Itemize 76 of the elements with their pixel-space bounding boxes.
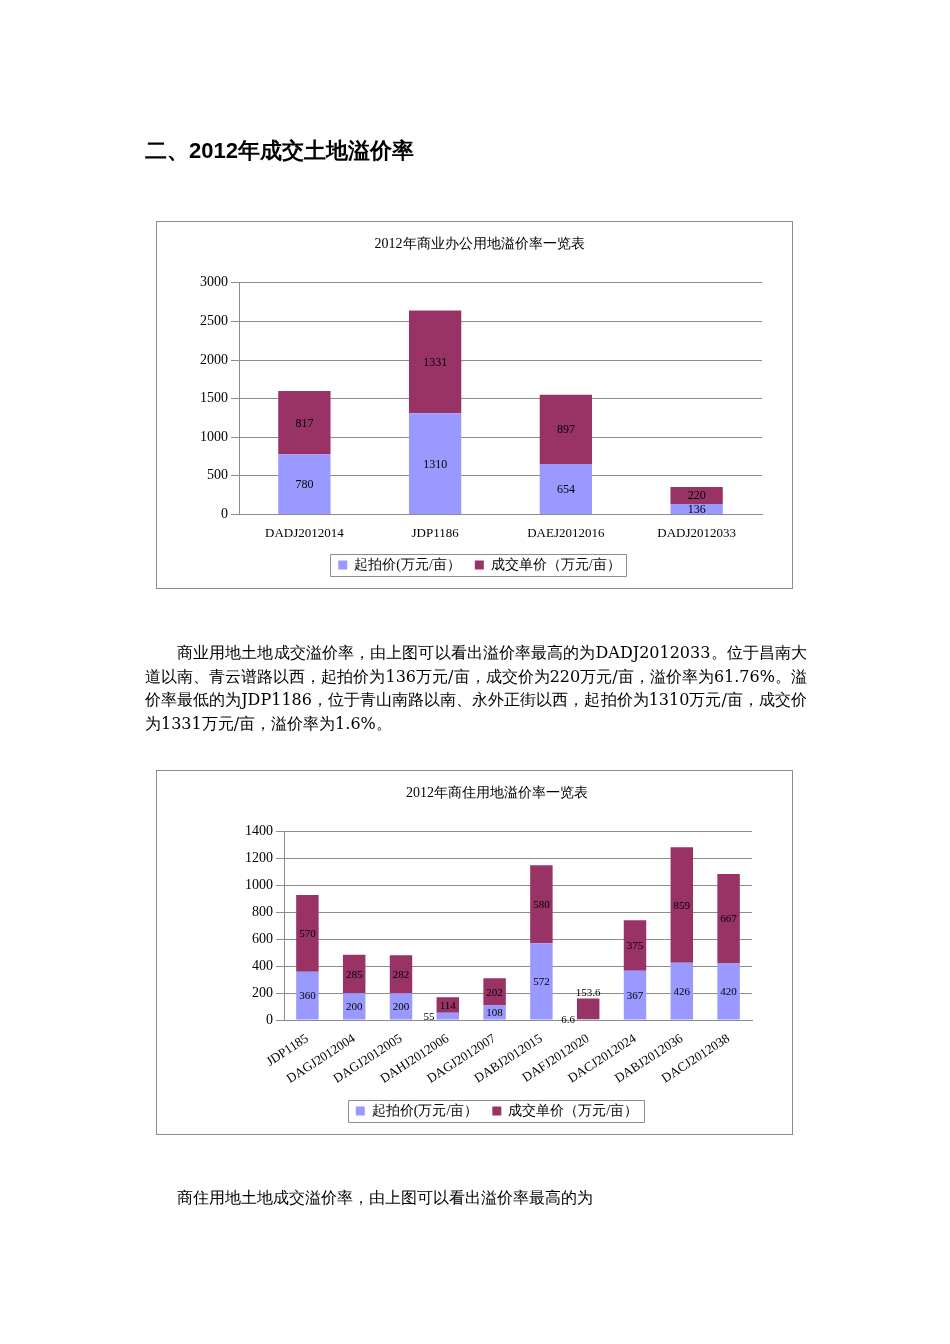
chart-title: 2012年商业办公用地溢价率一览表 [374,236,585,252]
x-tick-label: DAEJ2012016 [527,524,606,540]
data-label: 859 [673,898,691,911]
y-tick-label: 1000 [200,428,228,444]
bar [623,920,647,971]
x-tick-label: DADJ2012033 [657,524,736,540]
bar [530,865,553,944]
bar [296,971,319,1020]
x-tick-label: JDP1186 [411,524,460,540]
bar [296,895,319,972]
bar [670,962,694,1020]
data-label: 420 [720,985,738,998]
y-tick-label: 0 [266,1011,273,1027]
y-tick-label: 500 [207,467,228,483]
bar [670,847,694,963]
y-tick-label: 1200 [245,850,273,866]
data-label: 114 [439,998,457,1011]
data-label: 667 [720,912,738,925]
data-label: 1331 [423,354,448,369]
x-tick-label: DADJ2012014 [265,524,345,540]
data-label: 200 [345,999,363,1012]
data-label: 572 [533,974,550,987]
data-label: 817 [295,415,314,430]
y-tick-label: 1500 [200,390,228,406]
bar [539,394,593,464]
y-tick-label: 800 [252,904,273,920]
data-label: 6.6 [561,1012,576,1025]
data-label: 426 [673,984,691,997]
y-tick-label: 0 [221,506,228,522]
bar [539,463,593,514]
data-label: 375 [626,939,644,952]
legend-label: 起拍价(万元/亩） [354,556,461,573]
legend-label: 起拍价(万元/亩） [371,1102,479,1119]
y-tick-label: 2000 [200,351,228,367]
data-label: 55 [423,1009,436,1022]
data-label: 654 [556,481,575,496]
bar [717,963,740,1020]
bar [278,454,331,514]
y-tick-label: 600 [252,931,273,947]
y-tick-label: 1000 [245,877,273,893]
data-label: 780 [295,477,314,491]
data-label: 282 [392,967,410,980]
data-label: 153.6 [575,985,602,998]
chart-title: 2012年商住用地溢价率一览表 [406,785,588,801]
y-tick-label: 3000 [200,274,228,290]
y-tick-label: 1400 [245,823,273,839]
data-label: 897 [556,422,575,437]
text: 商住用地土地成交溢价率，由上图可以看出溢价率最高的为 [176,1187,594,1209]
bar [483,978,506,1006]
bar [623,970,647,1020]
bar [278,391,331,455]
data-label: 200 [392,999,410,1012]
legend-label: 成交单价（万元/亩） [490,556,621,572]
data-label: 360 [299,989,317,1002]
data-label: 570 [299,926,317,939]
data-label: 108 [486,1006,504,1019]
bar [576,998,600,1020]
text: 商业用地土地成交溢价率，由上图可以看出溢价率最高的为DADJ2012033。位于昌南大道以南、青云谱路以西，起拍价为136万元/亩，成交价为220万元/亩，溢价率为61.76%。溢价率最低的为JDP1186，位于青山南路以南、永外正街以西，起拍价为1310万元/亩，成交价为1331万元/亩，溢价率为1.6%。 [145,642,807,735]
data-label: 136 [687,501,706,516]
data-label: 580 [533,897,551,910]
y-tick-label: 200 [252,984,273,1000]
bar [670,486,723,504]
data-label: 202 [486,985,503,998]
bar [717,873,740,964]
bar [530,943,553,1020]
text: 二、2012年成交土地溢价率 [145,137,414,165]
bar [408,413,462,514]
data-label: 285 [345,967,363,980]
bar [408,310,462,414]
y-tick-label: 2500 [200,313,228,329]
data-label: 220 [687,488,706,503]
data-label: 1310 [423,456,448,471]
y-tick-label: 400 [252,957,273,973]
data-label: 367 [626,988,644,1001]
legend-label: 成交单价（万元/亩） [508,1102,639,1118]
bar [436,1012,460,1020]
